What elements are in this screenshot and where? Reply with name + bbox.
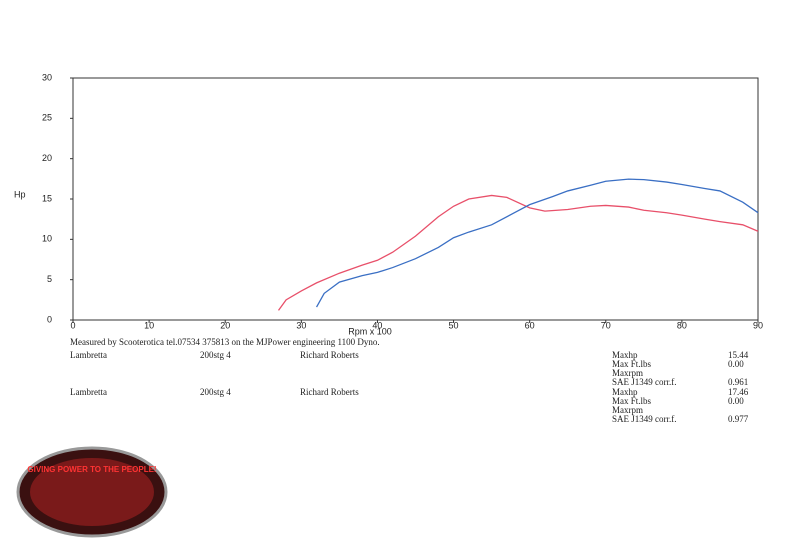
- x-tick-label: 80: [677, 320, 687, 330]
- run-spec: 200stg 4: [200, 350, 231, 360]
- stat-label: Maxrpm: [612, 368, 643, 378]
- x-tick-label: 70: [601, 320, 611, 330]
- logo: GIVING POWER TO THE PEOPLE!: [16, 446, 168, 538]
- x-tick-label: 60: [525, 320, 535, 330]
- y-tick-label: 25: [42, 113, 52, 123]
- series-line: [277, 194, 759, 311]
- y-axis-label: Hp: [14, 189, 26, 199]
- stat-label: SAE J1349 corr.f.: [612, 414, 677, 424]
- x-tick-label: 40: [372, 320, 382, 330]
- y-tick-label: 30: [42, 72, 52, 82]
- stat-value: 15.44: [728, 350, 749, 360]
- run-make: Lambretta: [70, 350, 107, 360]
- stat-value: 0.977: [728, 414, 749, 424]
- series-line: [315, 178, 759, 308]
- y-tick-label: 15: [42, 193, 52, 203]
- logo-text: GIVING POWER TO THE PEOPLE!: [27, 465, 156, 474]
- y-tick-label: 5: [47, 274, 52, 284]
- stat-label: Maxrpm: [612, 405, 643, 415]
- x-tick-label: 10: [144, 320, 154, 330]
- y-tick-label: 10: [42, 234, 52, 244]
- footer: Measured by Scooterotica tel.07534 37581…: [70, 337, 380, 347]
- stat-label: Maxhp: [612, 350, 638, 360]
- y-tick-label: 0: [47, 314, 52, 324]
- run-spec: 200stg 4: [200, 387, 231, 397]
- run-rider: Richard Roberts: [300, 387, 359, 397]
- x-tick-label: 30: [296, 320, 306, 330]
- stat-value: 0.00: [728, 359, 744, 369]
- stat-value: 17.46: [728, 387, 749, 397]
- x-tick-label: 20: [220, 320, 230, 330]
- stat-label: Maxhp: [612, 387, 638, 397]
- x-tick-label: 90: [753, 320, 763, 330]
- stat-value: 0.961: [728, 377, 748, 387]
- x-tick-label: 0: [70, 320, 75, 330]
- stat-label: Max Ft.lbs: [612, 359, 652, 369]
- logo-inner: [30, 458, 154, 526]
- stat-label: SAE J1349 corr.f.: [612, 377, 677, 387]
- run-make: Lambretta: [70, 387, 107, 397]
- run-rider: Richard Roberts: [300, 350, 359, 360]
- stat-value: 0.00: [728, 396, 744, 406]
- stat-label: Max Ft.lbs: [612, 396, 652, 406]
- x-axis-label: Rpm x 100: [348, 326, 392, 336]
- x-tick-label: 50: [449, 320, 459, 330]
- y-tick-label: 20: [42, 153, 52, 163]
